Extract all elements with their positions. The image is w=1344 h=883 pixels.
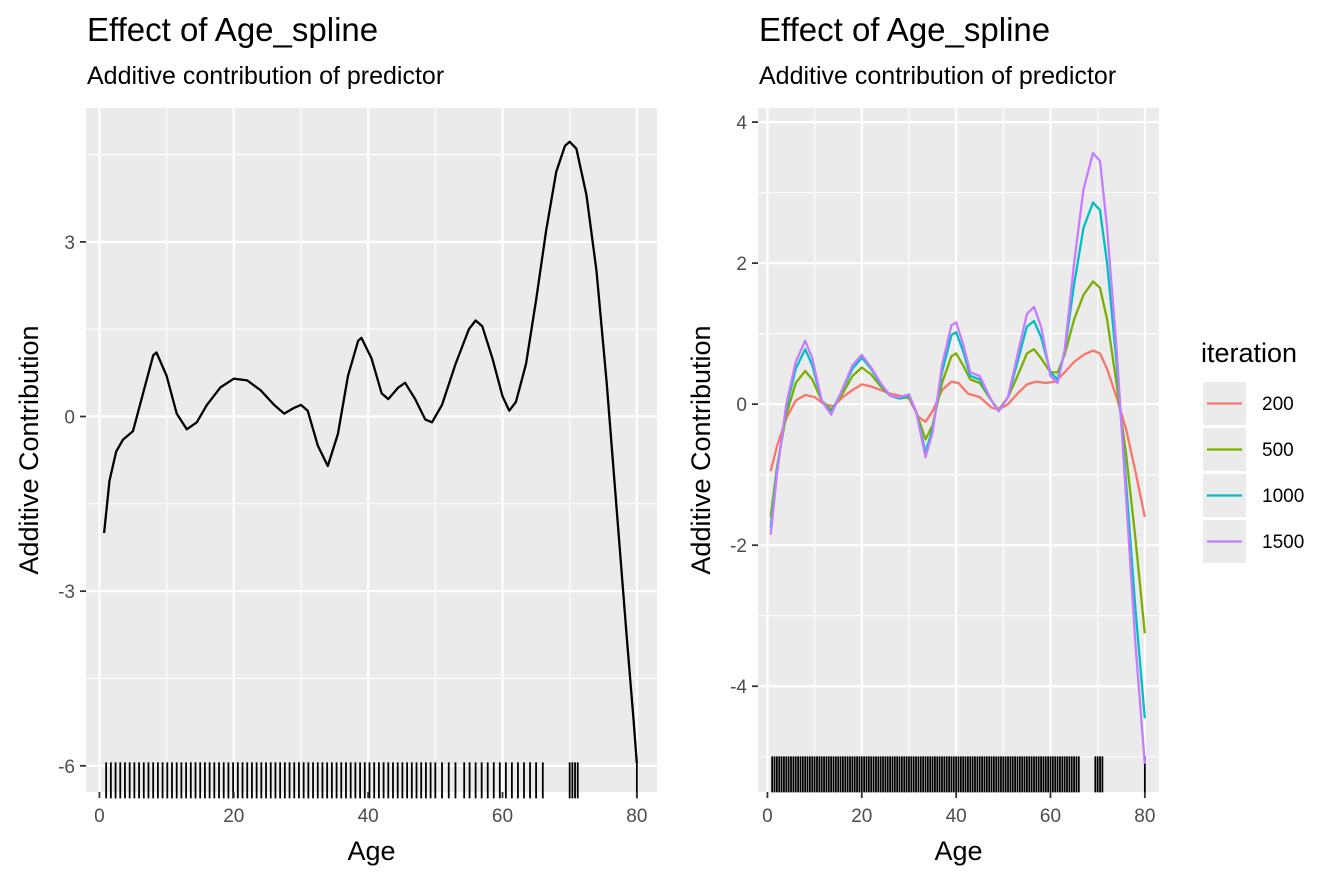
x-tick-label: 40: [946, 806, 967, 827]
legend-item: 1000: [1203, 474, 1304, 517]
y-tick-label: 3: [64, 233, 75, 254]
legend-label: 1000: [1262, 486, 1304, 507]
legend-item: 500: [1203, 428, 1294, 471]
rug-marks: [771, 756, 1146, 793]
chart-title: Effect of Age_spline: [87, 11, 378, 48]
x-tick-label: 0: [762, 806, 773, 827]
legend-items: 200 500 1000 1500: [1203, 382, 1304, 563]
legend-label: 500: [1262, 440, 1294, 461]
series-line: [102, 140, 638, 763]
chart-panel-left: Effect of Age_spline Additive contributi…: [14, 11, 657, 866]
chart-subtitle: Additive contribution of predictor: [759, 62, 1116, 90]
y-axis-title: Additive Contribution: [686, 325, 716, 574]
legend-label: 1500: [1262, 532, 1304, 553]
x-axis-title: Age: [934, 836, 982, 866]
x-tick-label: 80: [1134, 806, 1155, 827]
legend-item: 1500: [1203, 520, 1304, 563]
x-tick-label: 60: [492, 806, 513, 827]
series-lines: [102, 140, 638, 763]
chart-subtitle: Additive contribution of predictor: [87, 62, 444, 90]
y-tick-label: 2: [736, 254, 747, 275]
x-tick-label: 80: [626, 806, 647, 827]
y-tick-label: 0: [64, 408, 75, 429]
chart-panel-right: Effect of Age_spline Additive contributi…: [686, 11, 1159, 866]
y-tick-label: -2: [730, 536, 747, 557]
x-tick-label: 0: [94, 806, 105, 827]
y-tick-label: -6: [58, 757, 75, 778]
legend-label: 200: [1262, 394, 1294, 415]
x-tick-label: 40: [358, 806, 379, 827]
series-line-200: [769, 349, 1146, 518]
y-tick-label: -4: [730, 677, 747, 698]
series-line-1500: [769, 151, 1146, 764]
axis-ticks: 0 20 40 60 80 -4 -2 0 2 4: [730, 113, 1155, 827]
y-tick-label: 0: [736, 395, 747, 416]
x-tick-label: 20: [851, 806, 872, 827]
y-axis-title: Additive Contribution: [14, 325, 44, 574]
series-lines: [769, 151, 1146, 764]
y-tick-label: -3: [58, 582, 75, 603]
gridlines: [86, 108, 657, 792]
plot-background: [86, 108, 657, 792]
legend-title: iteration: [1201, 338, 1297, 368]
x-tick-label: 60: [1040, 806, 1061, 827]
legend: iteration 200 500 1000 1500: [1201, 338, 1304, 563]
x-tick-label: 20: [223, 806, 244, 827]
rug-marks: [105, 762, 638, 799]
plot-background: [758, 108, 1159, 792]
x-axis-title: Age: [347, 836, 395, 866]
legend-item: 200: [1203, 382, 1294, 425]
chart-title: Effect of Age_spline: [759, 11, 1050, 48]
axis-ticks: 0 20 40 60 80 -6 -3 0 3: [58, 233, 647, 827]
y-tick-label: 4: [736, 113, 747, 134]
